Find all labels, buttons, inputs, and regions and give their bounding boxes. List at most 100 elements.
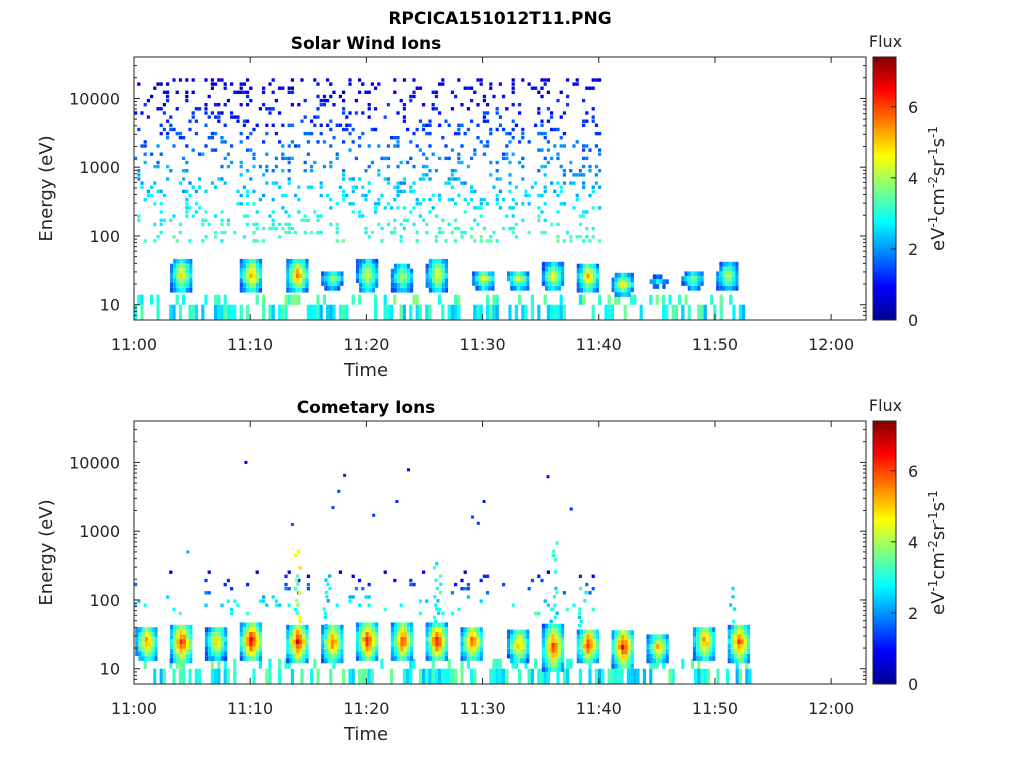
spectrogram-cell (428, 651, 432, 657)
spectrogram-cell (586, 283, 590, 288)
spectrogram-cell (337, 285, 341, 291)
spectrogram-cell (173, 653, 177, 659)
spectrogram-cell (397, 273, 401, 279)
spectrogram-cell (601, 668, 605, 684)
spectrogram-cell (191, 148, 195, 152)
spectrogram-cell (368, 636, 372, 642)
spectrogram-cell (479, 646, 483, 652)
spectrogram-cell (355, 656, 360, 661)
spectrogram-cell (630, 282, 634, 288)
spectrogram-cell (239, 131, 243, 136)
spectrogram-cell (159, 202, 163, 206)
spectrogram-cell (519, 634, 523, 640)
spectrogram-cell (482, 226, 486, 231)
y-tick-label: 10 (100, 296, 120, 315)
spectrogram-cell (586, 644, 590, 649)
spectrogram-cell (479, 656, 483, 661)
spectrogram-cell (425, 636, 429, 642)
spectrogram-cell (523, 629, 527, 635)
spectrogram-cell (319, 103, 323, 107)
spectrogram-cell (553, 623, 558, 628)
spectrogram-cell (292, 263, 296, 269)
spectrogram-cell (463, 197, 467, 202)
spectrogram-cell (166, 94, 170, 99)
spectrogram-cell (434, 169, 438, 173)
spectrogram-cell (265, 603, 269, 607)
spectrogram-cell (393, 218, 397, 222)
spectrogram-cell (287, 169, 291, 173)
spectrogram-cell (406, 287, 410, 293)
spectrogram-cell (582, 173, 586, 177)
spectrogram-cell (626, 668, 630, 684)
spectrogram-cell (463, 646, 467, 652)
spectrogram-cell (489, 127, 493, 132)
spectrogram-cell (725, 261, 729, 267)
spectrogram-cell (554, 570, 558, 574)
spectrogram-cell (415, 239, 419, 243)
spectrogram-cell (432, 656, 436, 661)
spectrogram-cell (144, 646, 148, 652)
spectrogram-cell (151, 646, 155, 652)
spectrogram-cell (621, 663, 625, 669)
spectrogram-cell (505, 107, 509, 111)
spectrogram-cell (204, 218, 208, 222)
spectrogram-cell (252, 287, 256, 293)
spectrogram-cell (470, 156, 474, 161)
spectrogram-cell (377, 202, 381, 206)
spectrogram-cell (319, 185, 323, 189)
spectrogram-cell (223, 668, 227, 684)
spectrogram-cell (143, 103, 147, 107)
spectrogram-cell (742, 304, 746, 320)
spectrogram-cell (551, 276, 555, 282)
spectrogram-cell (598, 185, 602, 189)
spectrogram-cell (554, 628, 558, 634)
spectrogram-cell (137, 82, 141, 86)
y-axis-label: Energy (eV) (36, 135, 57, 241)
spectrogram-cell (588, 86, 592, 90)
spectrogram-cell (299, 658, 303, 664)
spectrogram-cell (305, 278, 309, 283)
spectrogram-cell (162, 90, 166, 94)
spectrogram-cell (252, 656, 256, 661)
spectrogram-cell (298, 619, 302, 624)
spectrogram-cell (302, 283, 306, 288)
spectrogram-cell (479, 214, 483, 218)
spectrogram-cell (246, 119, 250, 123)
spectrogram-cell (150, 185, 154, 189)
spectrogram-cell (305, 273, 309, 279)
spectrogram-cell (649, 658, 653, 669)
spectrogram-cell (137, 127, 141, 132)
spectrogram-cell (614, 294, 618, 305)
spectrogram-cell (463, 656, 467, 661)
spectrogram-cell (482, 144, 486, 148)
spectrogram-cell (479, 235, 483, 239)
spectrogram-cell (239, 622, 243, 628)
spectrogram-cell (327, 634, 331, 640)
spectrogram-cell (226, 304, 230, 320)
spectrogram-cell (514, 123, 518, 127)
spectrogram-cell (441, 632, 445, 637)
spectrogram-cell (476, 641, 480, 647)
spectrogram-cell (305, 287, 309, 293)
spectrogram-cell (586, 634, 590, 640)
spectrogram-cell (541, 657, 545, 663)
spectrogram-cell (156, 107, 160, 111)
spectrogram-cell (345, 304, 349, 320)
spectrogram-cell (383, 177, 387, 181)
spectrogram-cell (513, 658, 517, 664)
spectrogram-cell (204, 235, 208, 239)
spectrogram-cell (473, 152, 477, 156)
spectrogram-cell (340, 624, 344, 630)
spectrogram-cell (342, 189, 346, 194)
spectrogram-cell (390, 632, 394, 637)
spectrogram-cell (466, 595, 470, 599)
spectrogram-cell (365, 632, 369, 637)
spectrogram-cell (337, 624, 341, 630)
spectrogram-cell (365, 641, 369, 647)
spectrogram-cell (556, 222, 560, 227)
spectrogram-cell (365, 627, 369, 632)
spectrogram-cell (361, 214, 365, 218)
spectrogram-cell (274, 131, 278, 136)
spectrogram-cell (201, 222, 205, 227)
spectrogram-cell (299, 283, 303, 288)
